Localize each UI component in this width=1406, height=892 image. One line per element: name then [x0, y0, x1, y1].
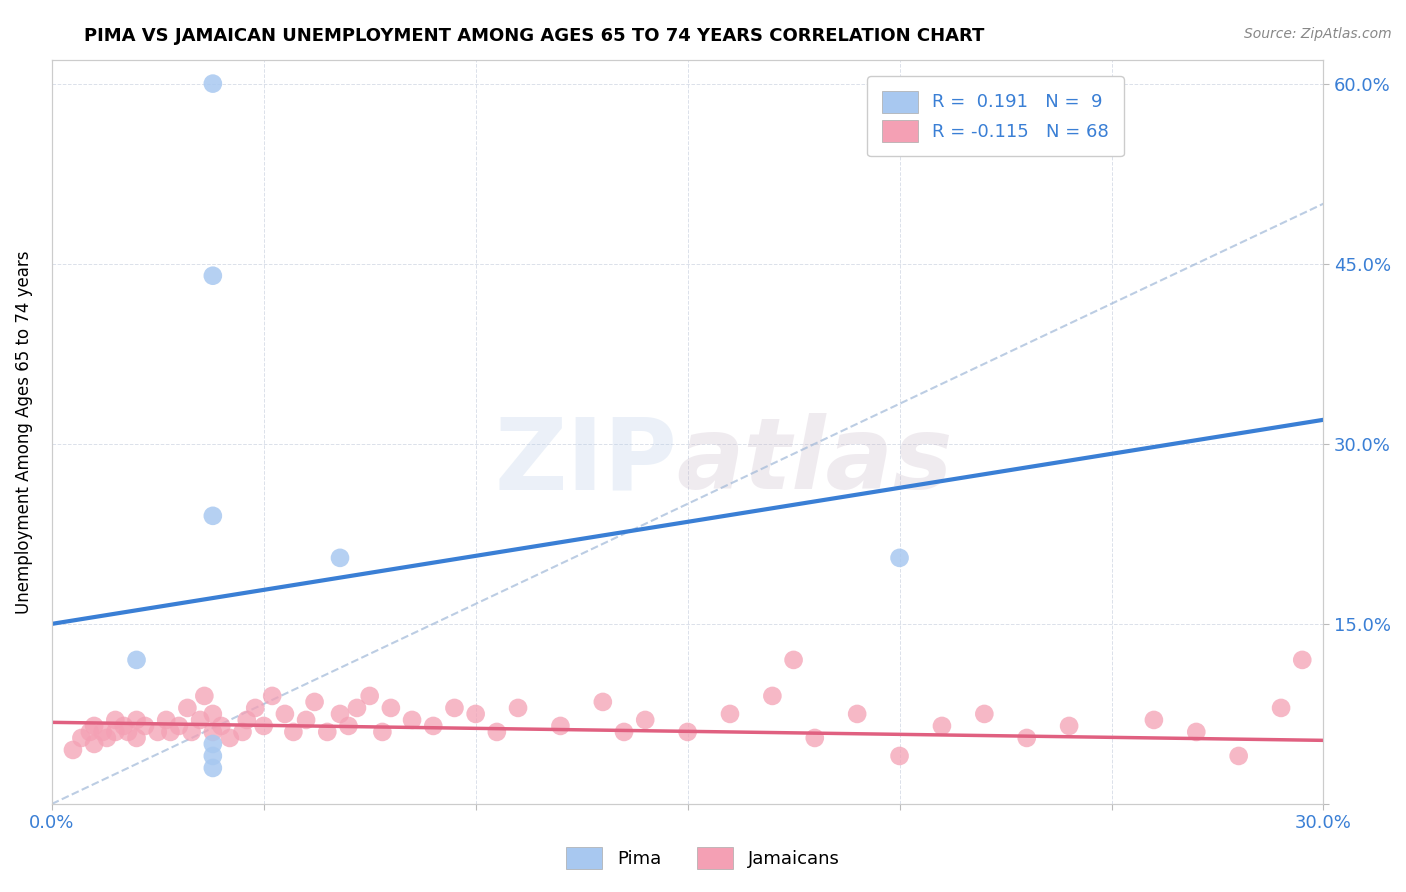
Point	[782, 653, 804, 667]
Point	[676, 725, 699, 739]
Point	[761, 689, 783, 703]
Point	[359, 689, 381, 703]
Y-axis label: Unemployment Among Ages 65 to 74 years: Unemployment Among Ages 65 to 74 years	[15, 250, 32, 614]
Point	[176, 701, 198, 715]
Point	[283, 725, 305, 739]
Text: PIMA VS JAMAICAN UNEMPLOYMENT AMONG AGES 65 TO 74 YEARS CORRELATION CHART: PIMA VS JAMAICAN UNEMPLOYMENT AMONG AGES…	[84, 27, 984, 45]
Point	[889, 748, 911, 763]
Point	[973, 706, 995, 721]
Point	[846, 706, 869, 721]
Text: atlas: atlas	[676, 413, 953, 510]
Point	[201, 268, 224, 283]
Point	[201, 725, 224, 739]
Point	[188, 713, 211, 727]
Point	[245, 701, 267, 715]
Point	[304, 695, 326, 709]
Point	[201, 508, 224, 523]
Point	[218, 731, 240, 745]
Text: ZIP: ZIP	[495, 413, 678, 510]
Point	[506, 701, 529, 715]
Point	[1291, 653, 1313, 667]
Point	[104, 713, 127, 727]
Point	[1227, 748, 1250, 763]
Legend: R =  0.191   N =  9, R = -0.115   N = 68: R = 0.191 N = 9, R = -0.115 N = 68	[868, 76, 1123, 156]
Point	[380, 701, 402, 715]
Point	[262, 689, 284, 703]
Point	[201, 706, 224, 721]
Point	[104, 725, 127, 739]
Point	[134, 719, 156, 733]
Point	[329, 550, 352, 565]
Point	[592, 695, 614, 709]
Point	[931, 719, 953, 733]
Point	[634, 713, 657, 727]
Point	[70, 731, 93, 745]
Point	[201, 77, 224, 91]
Point	[96, 731, 118, 745]
Point	[346, 701, 368, 715]
Point	[62, 743, 84, 757]
Point	[180, 725, 202, 739]
Point	[329, 706, 352, 721]
Point	[1143, 713, 1166, 727]
Point	[83, 737, 105, 751]
Point	[125, 653, 148, 667]
Point	[1015, 731, 1038, 745]
Point	[79, 725, 101, 739]
Point	[83, 719, 105, 733]
Point	[231, 725, 253, 739]
Point	[1270, 701, 1292, 715]
Point	[201, 748, 224, 763]
Point	[316, 725, 339, 739]
Point	[1185, 725, 1208, 739]
Point	[803, 731, 825, 745]
Point	[889, 550, 911, 565]
Point	[201, 737, 224, 751]
Point	[485, 725, 508, 739]
Point	[193, 689, 215, 703]
Point	[159, 725, 181, 739]
Point	[112, 719, 135, 733]
Legend: Pima, Jamaicans: Pima, Jamaicans	[557, 838, 849, 879]
Point	[337, 719, 360, 733]
Point	[167, 719, 190, 733]
Point	[550, 719, 572, 733]
Point	[718, 706, 741, 721]
Point	[201, 761, 224, 775]
Point	[422, 719, 444, 733]
Point	[1057, 719, 1080, 733]
Point	[155, 713, 177, 727]
Point	[209, 719, 232, 733]
Point	[91, 725, 114, 739]
Point	[464, 706, 486, 721]
Point	[146, 725, 169, 739]
Point	[371, 725, 394, 739]
Point	[125, 713, 148, 727]
Point	[443, 701, 465, 715]
Point	[117, 725, 139, 739]
Point	[125, 731, 148, 745]
Point	[274, 706, 297, 721]
Point	[235, 713, 257, 727]
Point	[613, 725, 636, 739]
Text: Source: ZipAtlas.com: Source: ZipAtlas.com	[1244, 27, 1392, 41]
Point	[401, 713, 423, 727]
Point	[253, 719, 276, 733]
Point	[295, 713, 318, 727]
